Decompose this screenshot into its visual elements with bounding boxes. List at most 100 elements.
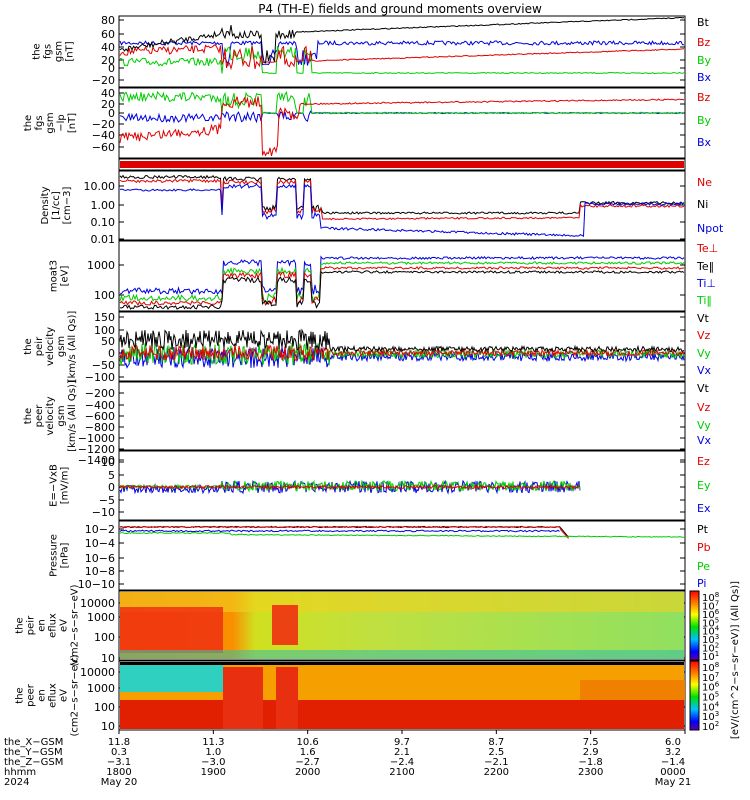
legend-5-0: Vt [697,312,710,325]
panel-3-ytick: 10.00 [84,180,116,193]
panel-8-ytick: 10−6 [85,552,115,565]
by-line-1 [119,91,684,115]
panel-1-ytick: 40 [101,87,115,100]
panel-7-ytick: 10 [101,456,115,469]
status-bar [120,161,684,168]
xaxis-row-label: hhmm [4,767,36,778]
legend-8-2: Pe [697,560,710,573]
ez-line [119,484,581,490]
ion-spectrogram-low [120,650,684,659]
panel-7-ylabel: E=−VxB[mV/m] [49,464,71,507]
colorbar-0-tick: 106 [702,608,720,621]
legend-7-2: Ex [697,502,711,515]
legend-1-0: Bz [697,91,711,104]
legend-4-2: Ti⊥ [696,277,716,290]
panel-1-ytick: 20 [101,98,115,111]
panel-0-ylabel: thefgsgsm[nT] [32,41,76,62]
panel-7-frame [118,450,686,521]
panel-6-ytick: −1200 [78,443,115,456]
ion-spectrogram-core [120,607,223,653]
xaxis-tick-3-2: −2.4 [390,757,414,768]
xaxis-tick-0-1: 0.3 [111,747,127,758]
xaxis-tick-1-1: 1.0 [205,747,221,758]
xaxis-row-label: the_Y−GSM [4,747,63,758]
bz-line-1 [119,96,685,157]
panel-1-ytick: 0 [108,107,115,120]
legend-3-2: Npot [697,222,724,235]
legend-6-2: Vy [697,419,711,432]
panel-10-ylabel: thepeerenefluxeV(cm2−s−sr−eV) [15,654,81,736]
legend-7-1: Ey [697,479,711,492]
npot-line [119,183,685,238]
panel-4-ylabel: moat3[eV] [49,260,71,292]
ion-spectrogram-sheath [272,605,298,645]
panel-5-ytick: 0 [108,347,115,360]
xaxis-tick-3-3: 2100 [389,767,414,778]
te-perp-line [119,266,685,307]
electron-spectrogram-gap [120,662,684,665]
colorbar-1-tick: 108 [702,661,719,674]
panel-8-ylabel: Pressure[nPa] [49,534,71,577]
xaxis-tick-1-3: 1900 [201,767,226,778]
bx-line-0 [119,39,684,67]
electron-spectrogram-late [580,680,685,700]
xaxis-tick-6-3: 0000 [660,767,685,778]
legend-7-0: Ez [697,455,710,468]
xaxis-tick-2-3: 2000 [295,767,320,778]
panel-5-ytick: −100 [85,371,115,384]
panel-4-ytick: 100 [94,289,115,302]
xaxis-tick-2-0: 10.6 [297,737,319,748]
legend-4-0: Te⊥ [696,242,718,255]
vt-line-ion [119,328,685,354]
panel-5-ytick: −50 [92,359,115,372]
xaxis-row-label: the_X−GSM [4,737,63,748]
panel-5-ytick: 100 [94,324,115,337]
xaxis-tick-4-0: 8.7 [488,737,504,748]
panel-9-frame [118,590,686,661]
legend-3-0: Ne [697,176,712,189]
legend-1-1: By [697,114,712,127]
ion-spectrogram-top [120,592,684,612]
panel-7-ytick: 5 [108,469,115,482]
electron-spectrogram-top [120,662,223,692]
colorbar-1-tick: 103 [702,710,719,723]
panel-7-ytick: −5 [99,494,115,507]
legend-0-2: By [697,54,712,67]
colorbar-0-tick: 101 [702,650,719,663]
xaxis-tick-5-0: 7.5 [583,737,599,748]
bt-line-0 [119,17,685,64]
panel-3-ylabel: Density[1/cc][cm−3] [40,186,73,224]
panel-0-ytick: 20 [101,54,115,67]
xaxis-tick-6-4: May 21 [655,777,692,788]
legend-0-1: Bz [697,36,711,49]
panel-0-frame [118,15,686,88]
panel-6-ytick: −800 [85,421,115,434]
panel-0-ytick: 60 [101,28,115,41]
colorbar-1-tick: 105 [702,691,719,704]
ey-line [119,479,581,493]
panel-3-ytick: 0.10 [91,216,116,229]
panel-5-ytick: 50 [101,335,115,348]
panel-9-ytick: 1000 [87,611,115,624]
panel-6-ytick: −1000 [78,432,115,445]
electron-spectrogram-low [120,700,684,729]
figure-title: P4 (TH-E) fields and ground moments over… [258,2,542,16]
panel-5-ytick: 150 [94,311,115,324]
colorbar-1-tick: 104 [702,700,720,713]
panel-8-ytick: 10−10 [78,578,115,591]
panel-6-frame [118,381,686,451]
xaxis-tick-4-1: 2.5 [488,747,504,758]
xaxis-tick-3-1: 2.1 [394,747,410,758]
legend-6-1: Vz [697,401,711,414]
colorbar-0-tick: 105 [702,616,719,629]
legend-5-2: Vy [697,347,711,360]
xaxis-tick-1-0: 11.3 [202,737,224,748]
colorbar-1-tick: 107 [702,671,719,684]
legend-8-1: Pb [697,541,711,554]
legend-3-1: Ni [697,198,708,211]
by-line-0 [119,45,685,75]
panel-10-ytick: 100 [94,701,115,714]
panel-5-ylabel: thepeirvelocitygsm[km/s (All Qs)] [23,311,78,383]
xaxis-row-label: 2024 [4,777,29,788]
